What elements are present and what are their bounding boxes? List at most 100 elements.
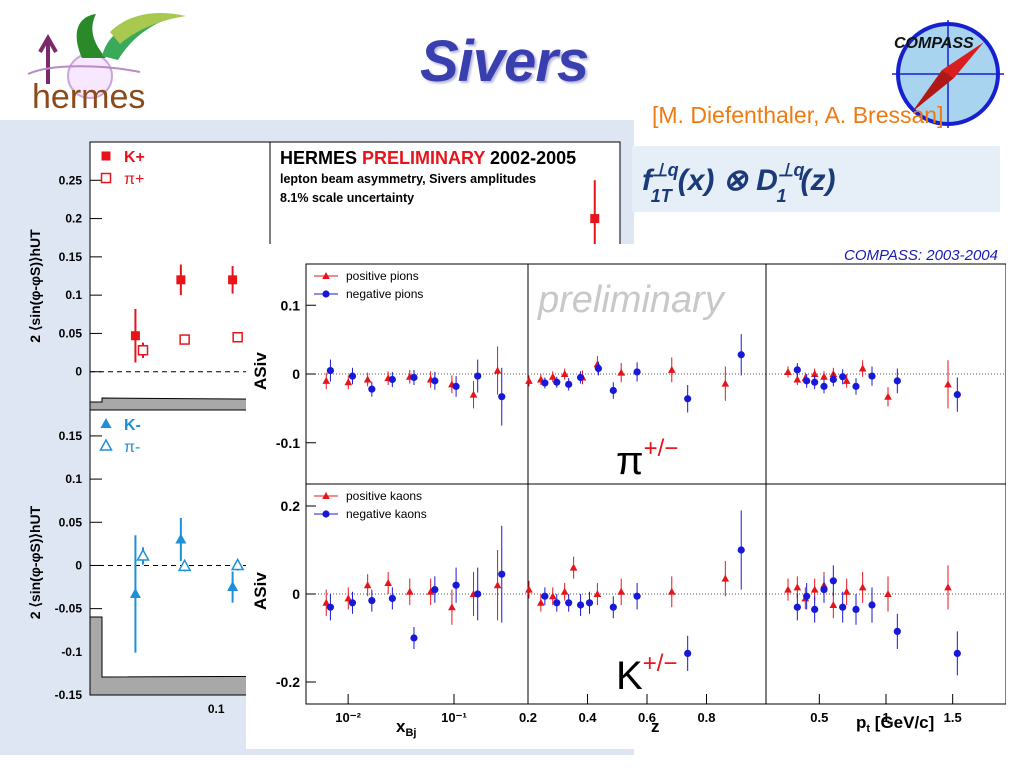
data-point (842, 376, 851, 384)
compass-panel-0-2 (765, 263, 1006, 485)
data-point (868, 601, 876, 609)
data-point (388, 594, 396, 602)
data-point (793, 583, 802, 591)
needle-icon-red (942, 42, 984, 78)
data-point (810, 370, 819, 377)
data-point (326, 366, 335, 375)
x-tick-label: 1.5 (944, 710, 962, 725)
data-point (368, 597, 376, 605)
data-point (137, 345, 149, 356)
legend-marker (99, 438, 113, 451)
data-point (537, 598, 545, 606)
data-point (684, 649, 692, 657)
legend-label: K- (124, 417, 141, 434)
data-point (721, 379, 730, 387)
data-point (667, 587, 676, 595)
y-tick-label: 0.15 (59, 250, 83, 264)
legend-label: negative pions (346, 287, 423, 301)
data-point (839, 603, 847, 611)
y-tick-label: -0.1 (276, 435, 300, 451)
particle-label-base: π (616, 439, 644, 483)
x-label-part-sub: Bj (405, 727, 416, 739)
wing-icon-green (76, 14, 106, 58)
data-point (388, 375, 396, 384)
data-point (452, 382, 460, 390)
data-point (793, 375, 802, 383)
data-point (326, 603, 335, 611)
data-point (227, 581, 239, 592)
data-point (793, 603, 801, 611)
data-point (820, 586, 828, 594)
data-point (784, 367, 792, 375)
data-point (576, 373, 585, 382)
x-tick-label: 0.1 (208, 702, 225, 716)
data-point (176, 275, 186, 285)
data-point (541, 379, 549, 387)
data-point (576, 601, 585, 609)
particle-label-charge: +/− (644, 435, 679, 462)
data-point (944, 583, 952, 591)
compass-logo: COMPASS (892, 20, 1004, 128)
x-tick-label: 0.5 (810, 710, 828, 725)
data-point (633, 592, 641, 600)
compass-background (246, 244, 1006, 749)
data-point (405, 587, 414, 595)
y-tick-label: -0.15 (55, 688, 83, 702)
data-point (322, 376, 331, 384)
data-point (177, 558, 192, 572)
y-axis-label: 2 ⟨sin(φ-φS)⟩hUT (27, 505, 43, 619)
y-tick-label: 0.1 (65, 288, 82, 302)
data-point (363, 375, 372, 383)
data-point (842, 587, 851, 595)
data-point (129, 587, 141, 598)
data-point (474, 372, 482, 380)
data-point (410, 373, 418, 382)
x-axis-label-xbj: xBj (396, 717, 416, 739)
citation: [M. Diefenthaler, A. Bressan] (652, 102, 944, 128)
y-tick-label: -0.2 (276, 674, 300, 690)
hermes-scale-note: 8.1% scale uncertainty (280, 191, 414, 205)
data-point (793, 366, 801, 374)
data-point (609, 603, 617, 611)
arrow-icon (38, 33, 58, 84)
data-point (368, 385, 376, 393)
data-point (228, 275, 238, 285)
data-point (130, 331, 140, 341)
slide-title: Sivers (420, 29, 589, 94)
data-point (737, 546, 745, 554)
data-point (498, 393, 506, 401)
data-point (884, 590, 892, 597)
legend-label: K+ (124, 149, 145, 166)
data-point (585, 599, 594, 607)
data-point (431, 377, 439, 385)
header-part: HERMES (280, 148, 362, 168)
data-point (498, 570, 506, 578)
hermes-subheader: lepton beam asymmetry, Sivers amplitudes (280, 172, 536, 186)
data-point (633, 368, 641, 376)
data-point (868, 372, 876, 380)
data-point (858, 364, 867, 372)
legend-label: positive kaons (346, 489, 422, 503)
data-point (858, 583, 867, 591)
legend-label: π+ (124, 171, 144, 188)
y-tick-label: 0.2 (281, 498, 301, 514)
y-tick-label: 0 (292, 586, 300, 602)
data-point (953, 649, 961, 657)
particle-label-base: K (616, 654, 643, 698)
particle-label: K+/− (616, 650, 677, 698)
data-point (525, 376, 533, 384)
data-point (893, 627, 901, 635)
y-tick-label: 0 (292, 366, 300, 382)
data-point (179, 334, 190, 345)
data-point (944, 380, 952, 388)
x-tick-label: 10⁻¹ (441, 710, 467, 725)
preliminary-watermark: preliminary (537, 279, 726, 321)
y-tick-label: 0.2 (65, 212, 82, 226)
data-point (548, 372, 557, 380)
header-part: 2002-2005 (485, 148, 576, 168)
data-point (493, 366, 502, 374)
data-point (829, 601, 838, 608)
data-point (541, 592, 549, 600)
legend-label: π- (124, 439, 140, 456)
legend-label: positive pions (346, 269, 419, 283)
